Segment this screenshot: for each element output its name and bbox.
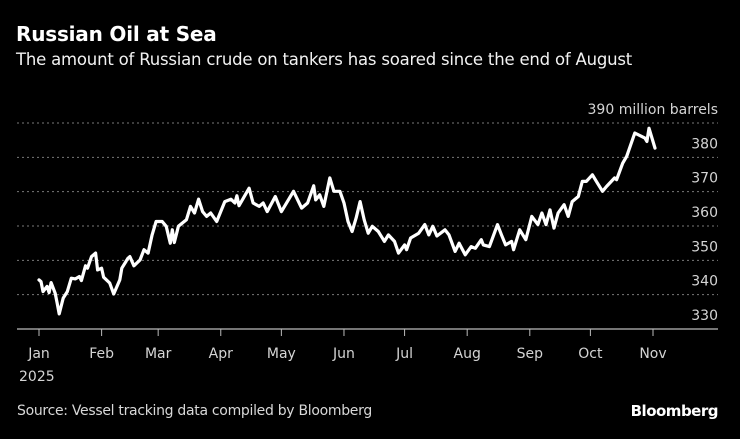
x-tick-label: Feb [89,346,114,362]
x-tick-label: Apr [209,346,233,362]
y-tick-label: 370 [691,171,718,187]
x-tick-label: Jul [395,346,413,362]
x-tick-label: Nov [639,346,666,362]
x-axis-year-label: 2025 [19,369,55,385]
x-tick-label: Sep [517,346,544,362]
y-tick-label: 330 [691,308,718,324]
chart-subtitle: The amount of Russian crude on tankers h… [16,50,633,69]
y-tick-label: 350 [691,239,718,255]
source-note: Source: Vessel tracking data compiled by… [17,403,372,419]
x-tick-label: Oct [578,346,603,362]
x-tick-label: Jan [27,346,50,362]
y-tick-label: 360 [691,205,718,221]
x-axis-ticks: Jan Feb Mar Apr May Jun Jul Aug Sep Oct Nov [27,329,667,362]
y-tick-label: 340 [691,274,718,290]
y-tick-label: 390 million barrels [588,102,718,118]
y-tick-label: 380 [691,136,718,152]
y-axis-labels: 330 340 350 360 370 380 390 million barrels [588,102,718,324]
bloomberg-logo: Bloomberg [630,402,719,420]
series-line-russian-crude-on-tankers [37,126,657,316]
x-tick-label: Mar [145,346,172,362]
x-tick-label: Jun [332,346,355,362]
x-tick-label: Aug [454,346,481,362]
chart-title: Russian Oil at Sea [16,22,217,46]
x-tick-label: May [267,346,296,362]
